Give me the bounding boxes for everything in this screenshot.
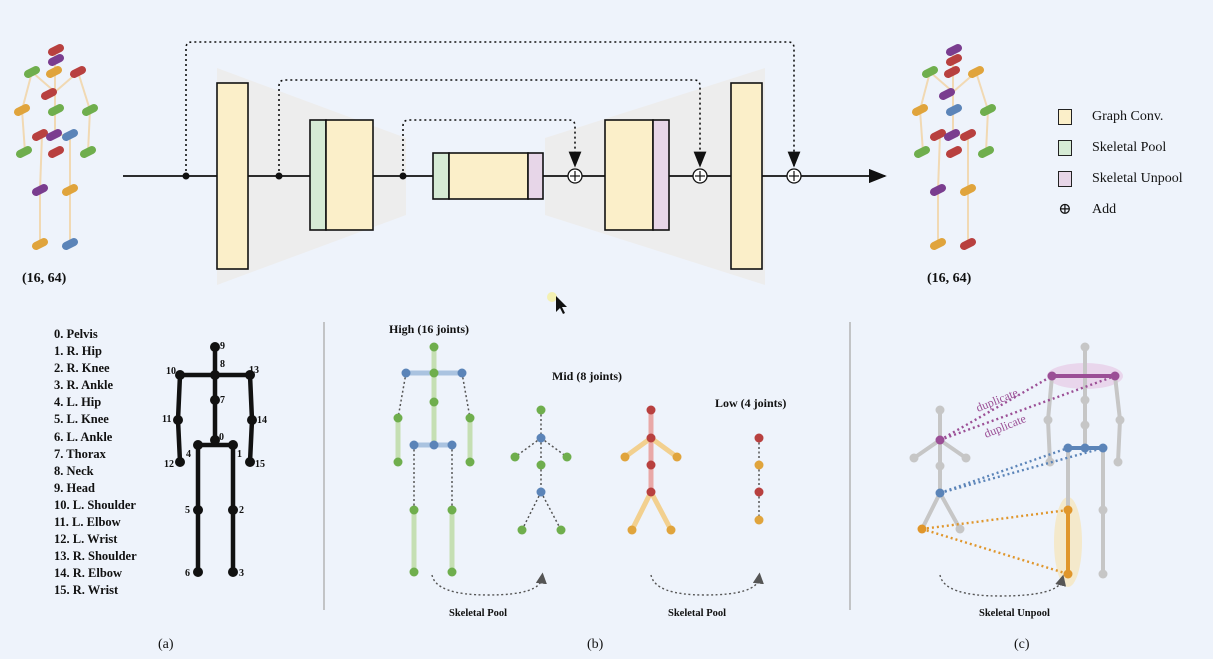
joint-list-item: 11. L. Elbow [54, 515, 121, 530]
output-shape-label: (16, 64) [927, 271, 972, 286]
unpool-label: Skeletal Unpool [979, 608, 1050, 619]
numbered-skeleton-joints [173, 342, 257, 577]
skeletal-pool-block-1 [309, 119, 327, 231]
joint-list-item: 3. R. Ankle [54, 378, 114, 393]
joint-number-15: 15 [255, 459, 265, 470]
skip-connection-inner [402, 119, 582, 176]
caption-a: (a) [158, 637, 174, 652]
graph-conv-block-1 [216, 82, 249, 270]
graph-conv-block-2 [325, 119, 374, 231]
mid-level-colored-skeleton [620, 405, 682, 535]
graph-conv-swatch [1058, 108, 1072, 125]
input-shape-label: (16, 64) [22, 271, 67, 286]
legend-item-graph-conv: Graph Conv. [1058, 101, 1183, 132]
unpool-source-skeleton [909, 405, 971, 534]
skeletal-pool-block-2 [432, 152, 450, 200]
joint-list-item: 13. R. Shoulder [54, 549, 137, 564]
level-mid-label: Mid (8 joints) [552, 369, 622, 383]
split-point-1 [182, 172, 190, 180]
output-skeleton [912, 44, 996, 250]
joint-number-3: 3 [239, 568, 244, 579]
add-icon: ⊕ [1058, 200, 1072, 218]
legend-label-skeletal-unpool: Skeletal Unpool [1092, 170, 1183, 186]
joint-list-item: 6. L. Ankle [54, 429, 113, 444]
add-node-1 [567, 168, 583, 184]
unpool-arrow [939, 574, 1067, 597]
joint-number-11: 11 [162, 414, 171, 425]
joint-list-item: 4. L. Hip [54, 395, 102, 410]
joint-number-13: 13 [249, 365, 259, 376]
joint-list-item: 15. R. Wrist [54, 583, 119, 598]
skeleton-number-labels: 0 1 2 3 4 5 6 7 8 9 10 11 12 13 14 15 [162, 341, 267, 579]
skeletal-unpool-block-1 [527, 152, 544, 200]
caption-c: (c) [1014, 637, 1030, 652]
joint-list-item: 2. R. Knee [54, 361, 110, 376]
legend-item-add: ⊕ Add [1058, 194, 1183, 225]
graph-conv-block-4 [604, 119, 654, 231]
pool-label-1: Skeletal Pool [449, 608, 507, 619]
legend-label-skeletal-pool: Skeletal Pool [1092, 139, 1167, 155]
joint-list-item: 5. L. Knee [54, 412, 109, 427]
joint-list-item: 1. R. Hip [54, 344, 102, 359]
legend: Graph Conv. Skeletal Pool Skeletal Unpoo… [1058, 101, 1183, 225]
pool-label-2: Skeletal Pool [668, 608, 726, 619]
skeletal-pool-swatch [1058, 139, 1072, 156]
mid-level-skeleton [510, 405, 572, 535]
joint-list-item: 14. R. Elbow [54, 566, 123, 581]
joint-number-6: 6 [185, 568, 190, 579]
split-point-3 [399, 172, 407, 180]
legend-label-add: Add [1092, 201, 1117, 217]
joint-number-1: 1 [237, 449, 242, 460]
skeletal-unpool-block-2 [652, 119, 670, 231]
joint-number-14: 14 [257, 415, 267, 426]
legend-label-graph-conv: Graph Conv. [1092, 108, 1164, 124]
joint-number-4: 4 [186, 449, 191, 460]
skip-connection-outer [185, 41, 801, 176]
joint-list-item: 9. Head [54, 480, 95, 495]
legend-item-skeletal-unpool: Skeletal Unpool [1058, 163, 1183, 194]
joint-number-0: 0 [219, 432, 224, 443]
legend-item-skeletal-pool: Skeletal Pool [1058, 132, 1183, 163]
joint-list-item: 7. Thorax [54, 446, 106, 461]
joint-number-10: 10 [166, 366, 176, 377]
joint-number-2: 2 [239, 505, 244, 516]
joint-list-item: 10. L. Shoulder [54, 497, 136, 512]
joint-number-9: 9 [220, 341, 225, 352]
input-skeleton [14, 44, 98, 250]
numbered-skeleton [175, 344, 255, 575]
joint-list-item: 12. L. Wrist [54, 532, 118, 547]
high-level-skeleton [393, 342, 475, 577]
duplicate-label-2: duplicate [982, 411, 1028, 440]
add-node-2 [692, 168, 708, 184]
joint-number-5: 5 [185, 505, 190, 516]
joint-number-12: 12 [164, 459, 174, 470]
unet-architecture [123, 41, 887, 285]
skeletal-unpool-swatch [1058, 170, 1072, 187]
graph-conv-block-5 [730, 82, 763, 270]
caption-b: (b) [587, 637, 604, 652]
joint-list-item: 0. Pelvis [54, 327, 98, 341]
level-high-label: High (16 joints) [389, 322, 469, 336]
pool-arrow-1 [431, 572, 547, 596]
graph-conv-block-3 [448, 152, 529, 200]
add-node-3 [786, 168, 802, 184]
mouse-cursor-icon [547, 292, 567, 314]
skip-connection-middle [278, 79, 707, 176]
unpool-mapping-lines [921, 374, 1116, 576]
joint-number-7: 7 [220, 395, 225, 406]
unpool-target-skeleton [1043, 342, 1125, 587]
split-point-2 [275, 172, 283, 180]
joint-number-8: 8 [220, 359, 225, 370]
pool-arrow-2 [650, 572, 764, 596]
joint-index-list: 0. Pelvis 1. R. Hip 2. R. Knee 3. R. Ank… [54, 326, 137, 600]
low-level-skeleton [754, 433, 764, 525]
level-low-label: Low (4 joints) [715, 396, 786, 410]
joint-list-item: 8. Neck [54, 463, 94, 478]
duplicate-label-1: duplicate [974, 385, 1020, 414]
